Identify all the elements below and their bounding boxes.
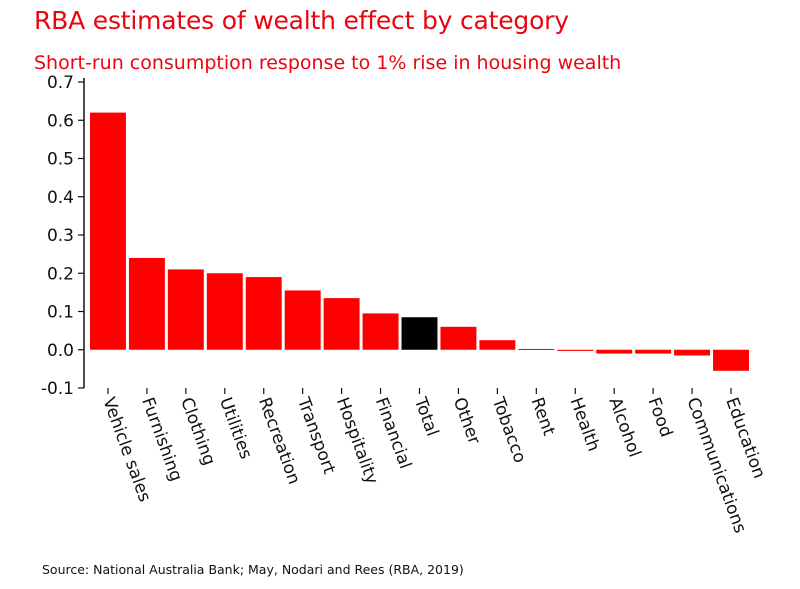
bar-health	[557, 349, 594, 351]
y-tick-label: 0.6	[47, 111, 74, 131]
bar-furnishing	[128, 257, 165, 350]
x-tick-label: Tobacco	[487, 394, 529, 466]
x-tick-label: Rent	[527, 395, 559, 439]
bar-total	[401, 317, 438, 350]
bar-alcohol	[596, 349, 633, 354]
chart-subtitle: Short-run consumption response to 1% ris…	[34, 52, 622, 74]
bar-rent	[518, 348, 555, 350]
bar-tobacco	[479, 340, 516, 350]
bar-clothing	[167, 269, 204, 350]
bar-communications	[674, 349, 711, 356]
x-tick-label: Clothing	[176, 395, 219, 468]
x-tick-label: Food	[643, 395, 676, 440]
x-tick-label: Health	[566, 395, 604, 454]
chart-title: RBA estimates of wealth effect by catego…	[34, 6, 569, 35]
y-tick-label: -0.1	[41, 379, 74, 399]
y-tick-label: 0.1	[47, 303, 74, 323]
y-tick-label: 0.4	[47, 188, 74, 208]
x-tick-label: Utilities	[215, 395, 256, 462]
y-tick-label: 0.3	[47, 226, 74, 246]
bar-financial	[362, 313, 399, 350]
bar-recreation	[245, 277, 282, 350]
y-tick-label: 0.5	[47, 150, 74, 170]
bar-education	[713, 349, 749, 371]
x-tick-label: Other	[449, 395, 484, 447]
bar-other	[440, 326, 477, 350]
bar-transport	[284, 290, 321, 350]
bar-vehicle-sales	[90, 112, 126, 350]
x-tick-label: Financial	[371, 395, 415, 472]
y-tick-label: 0.0	[47, 341, 74, 361]
bar-hospitality	[323, 298, 360, 350]
y-tick-label: 0.7	[47, 73, 74, 93]
bar-utilities	[206, 273, 243, 350]
x-tick-label: Transport	[293, 394, 340, 477]
bar-food	[635, 349, 672, 354]
source-note: Source: National Australia Bank; May, No…	[42, 562, 464, 577]
x-tick-label: Alcohol	[605, 395, 645, 460]
y-tick-label: 0.2	[47, 264, 74, 284]
x-tick-label: Total	[409, 394, 442, 439]
